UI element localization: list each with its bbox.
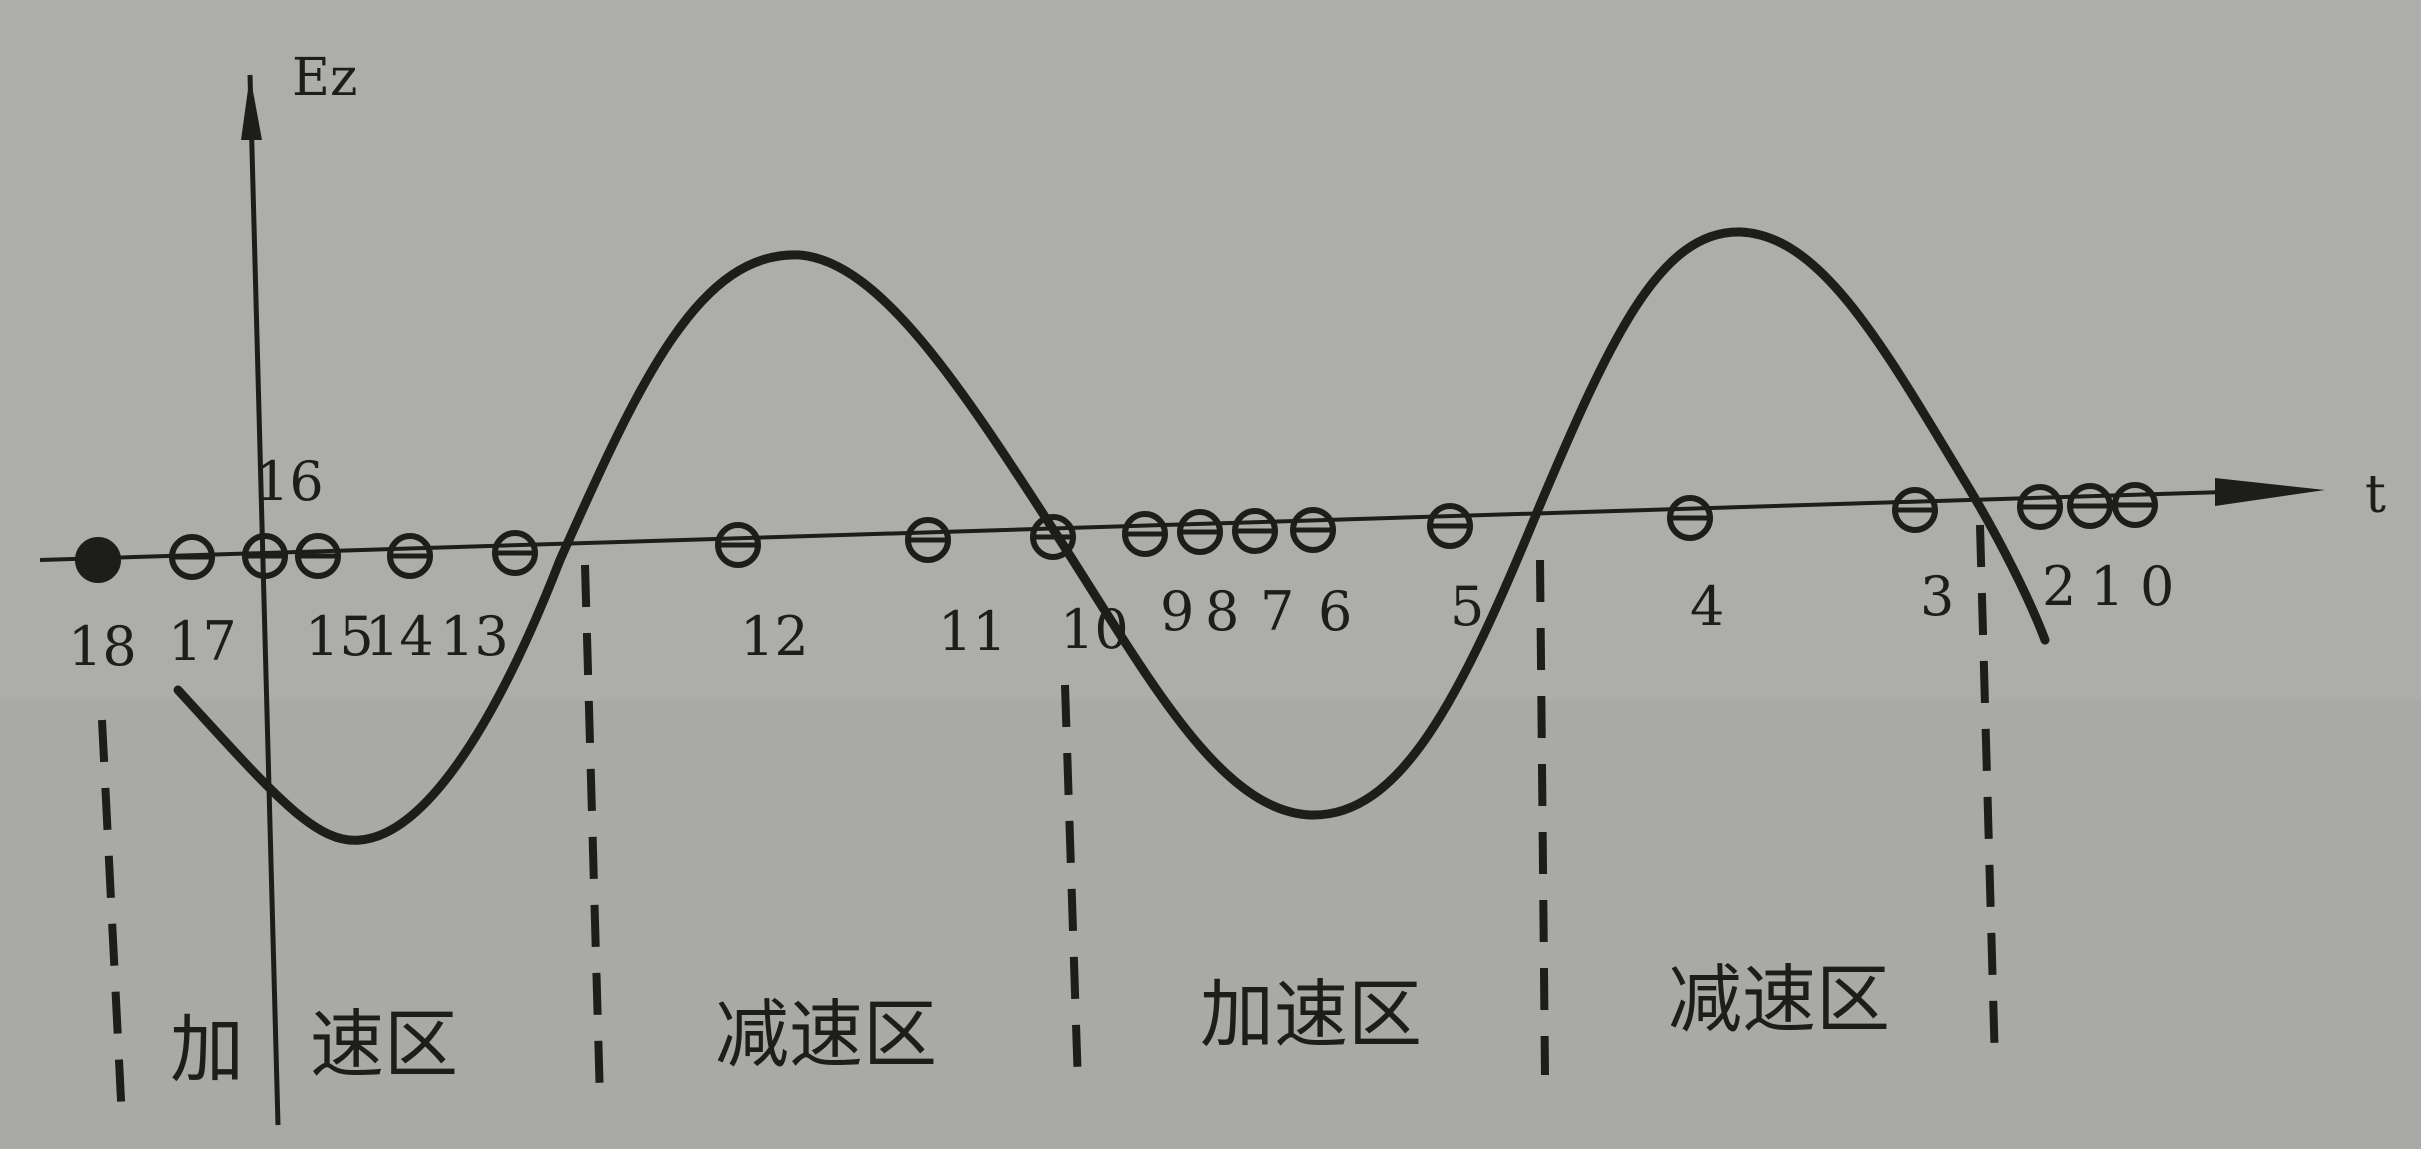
particle-12	[715, 522, 761, 568]
region-label-accelerate-2: 加速区	[1200, 972, 1422, 1058]
particle-label-15: 15	[305, 605, 374, 668]
particle-13	[492, 530, 538, 576]
region-label-layer: 加 速区 减速区 加速区 减速区	[170, 957, 1890, 1093]
particle-label-4: 4	[1690, 575, 1724, 638]
particle-layer	[75, 482, 2158, 583]
particle-label-7: 7	[1260, 580, 1294, 643]
particle-label-9: 9	[1160, 580, 1194, 643]
particle-label-13: 13	[440, 605, 509, 668]
particle-16	[242, 533, 288, 579]
particle-label-12: 12	[740, 605, 809, 668]
time-axis-arrowhead	[2215, 478, 2325, 506]
ez-axis-line	[247, 74, 281, 1126]
ez-axis: Ez	[241, 48, 357, 1126]
particle-label-6: 6	[1318, 580, 1352, 643]
time-axis-line	[39, 490, 2226, 562]
particle-10	[1030, 514, 1076, 560]
region-label-accelerate-1a: 加	[170, 1007, 244, 1093]
region-boundary-5	[1976, 524, 1999, 1066]
particle-label-14: 14	[365, 605, 434, 668]
region-label-decelerate-2: 减速区	[1668, 957, 1890, 1043]
particle-6	[1290, 507, 1336, 553]
particle-17	[169, 534, 215, 580]
particle-label-18: 18	[68, 615, 137, 678]
particle-label-1: 1	[2090, 555, 2124, 618]
particle-3	[1892, 487, 1938, 533]
ez-axis-arrowhead	[241, 75, 262, 140]
particle-14	[387, 533, 433, 579]
ez-waveform	[173, 227, 2050, 845]
region-label-accelerate-1b: 速区	[310, 1002, 458, 1088]
particle-label-16: 16	[255, 450, 324, 513]
ez-axis-label: Ez	[292, 48, 357, 108]
particle-label-8: 8	[1205, 580, 1239, 643]
particle-2	[2017, 484, 2063, 530]
particle-label-10: 10	[1060, 598, 1129, 661]
particle-label-2: 2	[2042, 555, 2076, 618]
particle-15	[295, 533, 341, 579]
particle-4	[1667, 495, 1713, 541]
region-boundary-2	[581, 564, 604, 1101]
particle-11	[905, 517, 951, 563]
particle-label-11: 11	[938, 600, 1007, 663]
particle-label-3: 3	[1920, 565, 1954, 628]
particle-7	[1232, 508, 1278, 554]
particle-8	[1177, 509, 1223, 555]
region-label-decelerate-1: 减速区	[715, 992, 937, 1078]
particle-5	[1427, 503, 1473, 549]
particle-label-5: 5	[1450, 575, 1484, 638]
particle-18	[75, 537, 121, 583]
particle-label-17: 17	[168, 610, 237, 673]
time-axis-label: t	[2365, 465, 2386, 525]
time-axis: t	[39, 465, 2386, 562]
particle-1	[2067, 483, 2113, 529]
region-boundaries	[98, 524, 1999, 1121]
particle-label-0: 0	[2140, 555, 2174, 618]
region-boundary-4	[1536, 559, 1549, 1076]
particle-0	[2112, 482, 2158, 528]
particle-9	[1122, 511, 1168, 557]
